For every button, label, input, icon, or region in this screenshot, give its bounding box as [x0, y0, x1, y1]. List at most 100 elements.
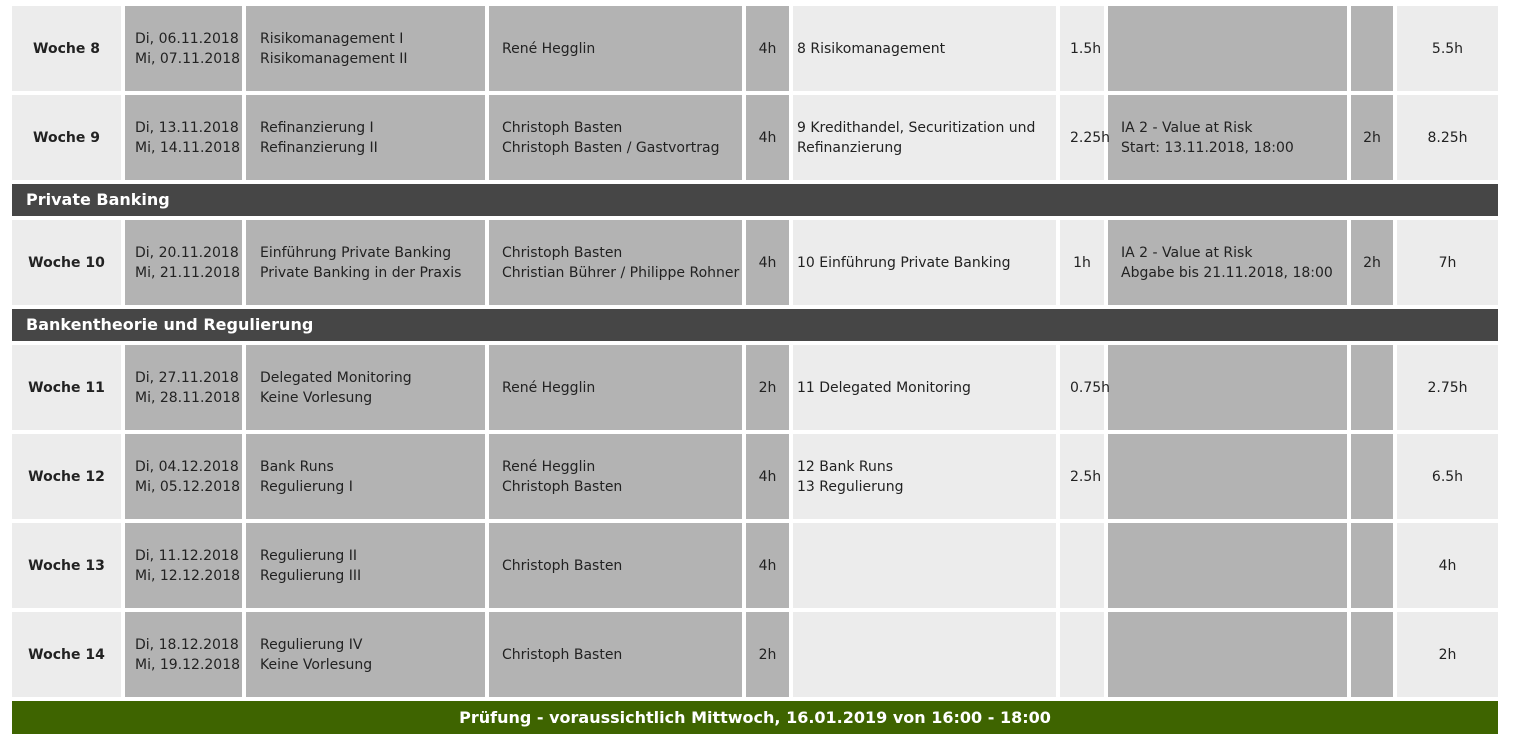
topic-line: Bank Runs — [260, 458, 334, 475]
section-header: Bankentheorie und Regulierung — [12, 309, 1498, 341]
total-cell: 7h — [1397, 220, 1498, 305]
assignment-cell: IA 2 - Value at Risk Abgabe bis 21.11.201… — [1108, 220, 1347, 305]
lecture-hours-cell: 4h — [746, 6, 789, 91]
dates-cell: Di, 11.12.2018 Mi, 12.12.2018 — [125, 523, 242, 608]
lecturer-line: René Hegglin — [502, 40, 596, 57]
reading-line: 10 Einführung Private Banking — [797, 254, 1011, 271]
total-cell: 8.25h — [1397, 95, 1498, 180]
week-cell: Woche 10 — [12, 220, 121, 305]
reading-line: 13 Regulierung — [797, 478, 904, 495]
week-cell: Woche 13 — [12, 523, 121, 608]
reading-hours: 0.75h — [1070, 379, 1111, 396]
date-line: Mi, 21.11.2018 — [135, 264, 241, 281]
lecturer-line: Christoph Basten / Gastvortrag — [502, 139, 720, 156]
topic-line: Regulierung I — [260, 478, 353, 495]
lecture-hours: 4h — [758, 557, 777, 574]
reading-hours-cell: 1h — [1060, 220, 1104, 305]
reading-cell — [793, 523, 1056, 608]
date-line: Di, 04.12.2018 — [135, 458, 239, 475]
lecturer-line: René Hegglin — [502, 379, 596, 396]
assignment-cell — [1108, 434, 1347, 519]
week-label: Woche 14 — [28, 646, 105, 663]
assignment-hours-cell: 2h — [1351, 95, 1393, 180]
reading-hours-cell — [1060, 612, 1104, 697]
topics-cell: Refinanzierung I Refinanzierung II — [246, 95, 485, 180]
date-line: Mi, 07.11.2018 — [135, 50, 241, 67]
section-header: Private Banking — [12, 184, 1498, 216]
reading-hours: 2.25h — [1070, 129, 1111, 146]
total-cell: 6.5h — [1397, 434, 1498, 519]
assignment-line: IA 2 - Value at Risk — [1121, 119, 1253, 136]
date-line: Di, 20.11.2018 — [135, 244, 239, 261]
assignment-hours: 2h — [1363, 254, 1381, 271]
week-label: Woche 8 — [33, 40, 100, 57]
reading-hours-cell: 1.5h — [1060, 6, 1104, 91]
lecturer-line: Christoph Basten — [502, 646, 623, 663]
lecture-hours-cell: 2h — [746, 345, 789, 430]
lecturers-cell: René Hegglin — [489, 345, 742, 430]
topics-cell: Einführung Private Banking Private Bankin… — [246, 220, 485, 305]
assignment-cell — [1108, 523, 1347, 608]
date-line: Mi, 12.12.2018 — [135, 567, 241, 584]
lecturer-line: Christoph Basten — [502, 478, 623, 495]
schedule-row: Woche 10 Di, 20.11.2018 Mi, 21.11.2018 Einf… — [12, 220, 1498, 305]
assignment-line: Start: 13.11.2018, 18:00 — [1121, 139, 1294, 156]
assignment-line: Abgabe bis 21.11.2018, 18:00 — [1121, 264, 1333, 281]
section-bankentheorie: Bankentheorie und Regulierung — [12, 309, 1498, 341]
week-cell: Woche 9 — [12, 95, 121, 180]
reading-line: 11 Delegated Monitoring — [797, 379, 971, 396]
lecture-hours-cell: 4h — [746, 434, 789, 519]
reading-cell: 12 Bank Runs 13 Regulierung — [793, 434, 1056, 519]
lecture-hours: 4h — [758, 40, 777, 57]
topics-cell: Bank Runs Regulierung I — [246, 434, 485, 519]
dates-cell: Di, 18.12.2018 Mi, 19.12.2018 — [125, 612, 242, 697]
schedule-row: Woche 11 Di, 27.11.2018 Mi, 28.11.2018 Dele… — [12, 345, 1498, 430]
reading-hours-cell: 2.25h — [1060, 95, 1110, 180]
lecturer-line: Christoph Basten — [502, 557, 623, 574]
assignment-cell — [1108, 612, 1347, 697]
topic-line: Regulierung II — [260, 547, 357, 564]
date-line: Mi, 05.12.2018 — [135, 478, 241, 495]
week-cell: Woche 12 — [12, 434, 121, 519]
assignment-cell: IA 2 - Value at Risk Start: 13.11.2018, 1… — [1108, 95, 1347, 180]
assignment-hours: 2h — [1363, 129, 1381, 146]
lecture-hours-cell: 4h — [746, 95, 789, 180]
total-cell: 2.75h — [1397, 345, 1498, 430]
topics-cell: Regulierung II Regulierung III — [246, 523, 485, 608]
reading-hours-cell — [1060, 523, 1104, 608]
reading-hours: 1h — [1073, 254, 1091, 271]
lecturers-cell: Christoph Basten Christoph Basten / Gastv… — [489, 95, 742, 180]
date-line: Di, 27.11.2018 — [135, 369, 239, 386]
lecture-hours-cell: 2h — [746, 612, 789, 697]
exam-info: Prüfung - voraussichtlich Mittwoch, 16.0… — [12, 701, 1498, 734]
reading-line: 12 Bank Runs — [797, 458, 894, 475]
schedule-row: Woche 9 Di, 13.11.2018 Mi, 14.11.2018 Refin… — [12, 95, 1498, 180]
schedule-row: Woche 12 Di, 04.12.2018 Mi, 05.12.2018 Bank… — [12, 434, 1498, 519]
date-line: Di, 13.11.2018 — [135, 119, 239, 136]
week-cell: Woche 8 — [12, 6, 121, 91]
lecturers-cell: René Hegglin Christoph Basten — [489, 434, 742, 519]
assignment-hours-cell — [1351, 345, 1393, 430]
total-hours: 2.75h — [1427, 379, 1468, 396]
dates-cell: Di, 20.11.2018 Mi, 21.11.2018 — [125, 220, 242, 305]
topic-line: Private Banking in der Praxis — [260, 264, 462, 281]
date-line: Mi, 14.11.2018 — [135, 139, 241, 156]
schedule-row: Woche 14 Di, 18.12.2018 Mi, 19.12.2018 Regu… — [12, 612, 1498, 697]
assignment-hours-cell — [1351, 523, 1393, 608]
topic-line: Keine Vorlesung — [260, 389, 373, 406]
lecture-hours: 4h — [758, 468, 777, 485]
topics-cell: Delegated Monitoring Keine Vorlesung — [246, 345, 485, 430]
reading-hours: 1.5h — [1070, 40, 1102, 57]
topics-cell: Regulierung IV Keine Vorlesung — [246, 612, 485, 697]
lecturer-line: Christoph Basten — [502, 244, 623, 261]
lecturer-line: René Hegglin — [502, 458, 596, 475]
reading-line: 8 Risikomanagement — [797, 40, 946, 57]
dates-cell: Di, 13.11.2018 Mi, 14.11.2018 — [125, 95, 242, 180]
reading-cell: 8 Risikomanagement — [793, 6, 1056, 91]
total-hours: 7h — [1438, 254, 1457, 271]
date-line: Di, 18.12.2018 — [135, 636, 239, 653]
week-cell: Woche 14 — [12, 612, 121, 697]
date-line: Di, 06.11.2018 — [135, 30, 239, 47]
total-hours: 4h — [1438, 557, 1457, 574]
week-label: Woche 10 — [28, 254, 105, 271]
